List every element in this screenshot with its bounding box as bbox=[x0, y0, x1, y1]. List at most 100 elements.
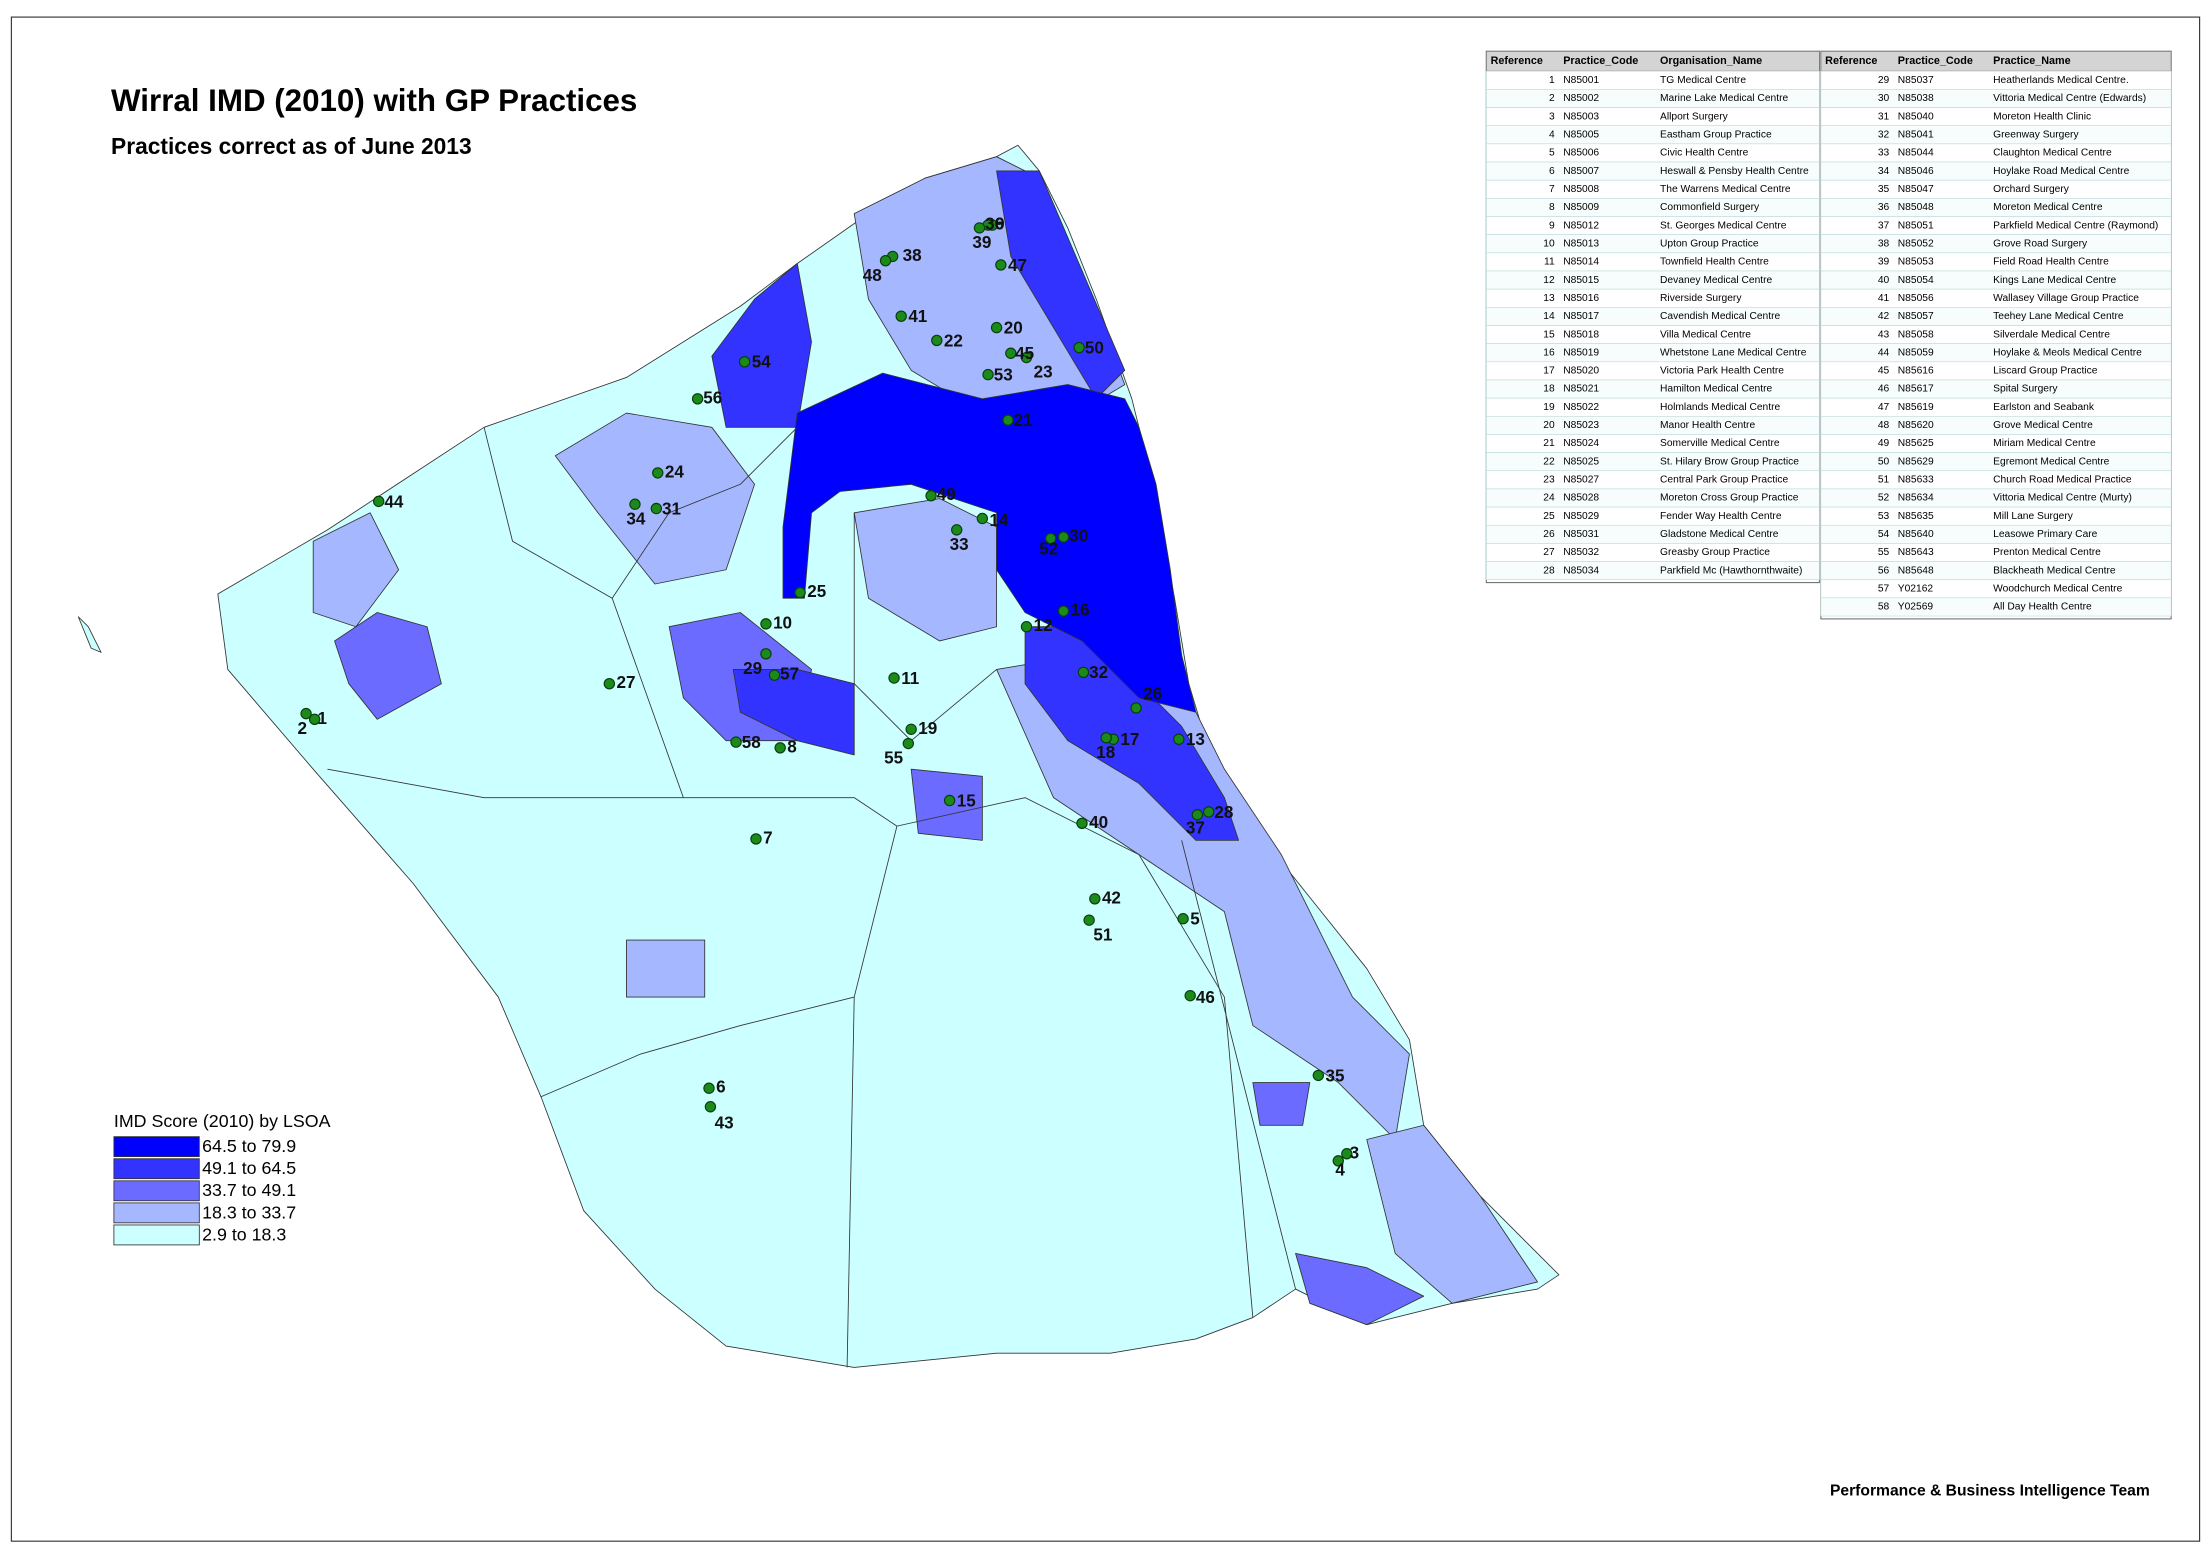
table-cell: 10 bbox=[1543, 238, 1555, 249]
table-cell: Field Road Health Centre bbox=[1993, 257, 2109, 268]
table-row bbox=[1486, 143, 1820, 163]
table-cell: N85012 bbox=[1563, 220, 1599, 231]
table-cell: N85629 bbox=[1898, 456, 1934, 467]
table-cell: 54 bbox=[1878, 529, 1890, 540]
table-cell: N85025 bbox=[1563, 456, 1599, 467]
table-cell: 39 bbox=[1878, 257, 1890, 268]
reference-tables: Reference Practice_Code Organisation_Name 1… bbox=[1485, 50, 2172, 620]
practice-dot bbox=[943, 794, 956, 807]
table-cell: Upton Group Practice bbox=[1660, 238, 1759, 249]
table-cell: TG Medical Centre bbox=[1660, 75, 1746, 86]
table-cell: 12 bbox=[1543, 275, 1555, 286]
table-cell: 7 bbox=[1549, 184, 1555, 195]
practice-dot bbox=[1177, 913, 1189, 925]
table-row bbox=[1486, 198, 1820, 217]
table-cell: N85006 bbox=[1563, 148, 1599, 159]
table-cell: 15 bbox=[1543, 329, 1555, 340]
table-cell: Hoylake Road Medical Centre bbox=[1993, 166, 2129, 177]
table-cell: N85028 bbox=[1563, 493, 1599, 504]
legend-swatch bbox=[113, 1224, 200, 1246]
table-cell: Devaney Medical Centre bbox=[1660, 275, 1773, 286]
lsoa-region bbox=[996, 170, 1126, 400]
table-row bbox=[1486, 107, 1820, 126]
table-header: Practice_Code bbox=[1898, 55, 1973, 67]
table-cell: N85038 bbox=[1898, 93, 1934, 104]
table-cell: 45 bbox=[1878, 366, 1890, 377]
practice-label: 5 bbox=[1190, 910, 1200, 929]
table-cell: 24 bbox=[1543, 493, 1555, 504]
practice-label: 47 bbox=[1008, 256, 1027, 275]
practice-dot bbox=[1184, 989, 1196, 1002]
table-cell: Teehey Lane Medical Centre bbox=[1993, 311, 2124, 322]
table-cell: N85015 bbox=[1563, 275, 1599, 286]
table-cell: 16 bbox=[1543, 347, 1555, 358]
practice-label: 41 bbox=[908, 307, 927, 326]
practice-dot bbox=[888, 672, 900, 684]
table-cell: N85041 bbox=[1898, 129, 1934, 140]
practice-dot bbox=[750, 833, 762, 845]
table-row bbox=[1486, 234, 1820, 254]
practice-dot bbox=[774, 742, 786, 754]
table-cell: N85052 bbox=[1898, 238, 1934, 249]
lsoa-region bbox=[312, 512, 400, 628]
practice-dot bbox=[1083, 914, 1095, 926]
practice-dot bbox=[990, 321, 1003, 334]
lsoa-region bbox=[1366, 1124, 1539, 1304]
practice-label: 1 bbox=[317, 709, 327, 728]
table-cell: N85617 bbox=[1898, 384, 1934, 395]
table-cell: Whetstone Lane Medical Centre bbox=[1660, 347, 1807, 358]
practice-label: 39 bbox=[972, 233, 991, 252]
table-cell: N85048 bbox=[1898, 202, 1934, 213]
practice-dot bbox=[768, 669, 781, 681]
legend-swatch bbox=[113, 1202, 200, 1224]
table-cell: Grove Road Surgery bbox=[1993, 238, 2088, 249]
table-cell: Greenway Surgery bbox=[1993, 129, 2079, 140]
lsoa-region bbox=[732, 669, 855, 756]
practice-dot bbox=[1020, 621, 1033, 633]
practice-label: 13 bbox=[1186, 730, 1205, 749]
practice-label: 22 bbox=[944, 331, 963, 350]
map-title: Wirral IMD (2010) with GP Practices bbox=[111, 83, 637, 118]
table-cell: Villa Medical Centre bbox=[1660, 329, 1751, 340]
table-cell: Heswall & Pensby Health Centre bbox=[1660, 166, 1809, 177]
practice-label: 37 bbox=[1186, 819, 1205, 838]
practice-dot bbox=[1312, 1069, 1325, 1082]
table-cell: N85648 bbox=[1898, 565, 1934, 576]
practice-label: 32 bbox=[1089, 663, 1108, 682]
practice-label: 10 bbox=[773, 613, 792, 632]
practice-label: 21 bbox=[1014, 411, 1033, 430]
practice-dot bbox=[1073, 341, 1085, 354]
legend-label: 64.5 to 79.9 bbox=[202, 1136, 296, 1156]
table-cell: N85044 bbox=[1898, 148, 1934, 159]
practice-dot bbox=[1057, 531, 1070, 543]
table-cell: N85037 bbox=[1898, 75, 1934, 86]
table-cell: Mill Lane Surgery bbox=[1993, 511, 2074, 522]
table-row bbox=[1486, 415, 1820, 435]
table-cell: N85021 bbox=[1563, 384, 1599, 395]
table-cell: 57 bbox=[1878, 584, 1890, 595]
table-cell: 14 bbox=[1543, 311, 1555, 322]
lsoa-region bbox=[711, 263, 812, 428]
table-cell: 29 bbox=[1878, 75, 1890, 86]
table-cell: N85022 bbox=[1563, 402, 1599, 413]
table-cell: N85027 bbox=[1563, 475, 1599, 486]
practice-dot bbox=[1203, 806, 1215, 818]
practice-dot bbox=[951, 524, 963, 536]
practice-dot bbox=[308, 713, 321, 726]
table-cell: N85019 bbox=[1563, 347, 1599, 358]
table-cell: Leasowe Primary Care bbox=[1993, 529, 2098, 540]
legend: IMD Score (2010) by LSOA 64.5 to 79.949.… bbox=[113, 1111, 331, 1246]
table-header: Practice_Name bbox=[1993, 55, 2071, 67]
table-cell: Cavendish Medical Centre bbox=[1660, 311, 1780, 322]
table-cell: N85002 bbox=[1563, 93, 1599, 104]
practice-dot bbox=[931, 334, 943, 347]
table-cell: Blackheath Medical Centre bbox=[1993, 565, 2116, 576]
table-row bbox=[1486, 70, 1820, 90]
table-cell: 25 bbox=[1543, 511, 1555, 522]
table-cell: 35 bbox=[1878, 184, 1890, 195]
table-row bbox=[1486, 288, 1820, 308]
table-cell: 36 bbox=[1878, 202, 1890, 213]
wirral-map bbox=[77, 144, 1560, 1368]
practice-dot bbox=[650, 502, 663, 515]
